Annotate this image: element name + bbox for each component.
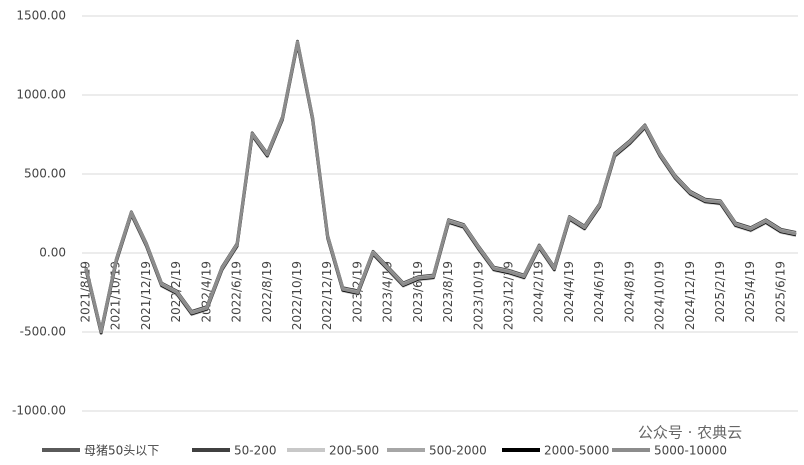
x-tick-label: 2023/12/19 xyxy=(501,261,515,330)
legend: 母猪50头以下 50-200 200-500 500-2000 2000-5000 500… xyxy=(42,444,727,458)
x-tick-label: 2022/12/19 xyxy=(320,261,334,330)
x-tick-label: 2024/2/19 xyxy=(532,261,546,323)
y-tick-label: 1500.00 xyxy=(16,9,66,23)
y-tick-label: 500.00 xyxy=(24,167,66,181)
legend-label: 2000-5000 xyxy=(544,444,609,458)
y-tick-label: 0.00 xyxy=(39,246,66,260)
x-tick-label: 2022/6/19 xyxy=(230,261,244,323)
legend-label: 母猪50头以下 xyxy=(84,444,159,458)
x-tick-label: 2024/10/19 xyxy=(653,261,667,330)
x-tick-label: 2024/8/19 xyxy=(622,261,636,323)
legend-label: 500-2000 xyxy=(429,444,487,458)
x-tick-label: 2023/6/19 xyxy=(411,261,425,323)
y-tick-label: 1000.00 xyxy=(16,88,66,102)
watermark: 公众号 · 农典云 xyxy=(638,424,742,442)
x-tick-label: 2025/4/19 xyxy=(743,261,757,323)
x-tick-label: 2023/8/19 xyxy=(441,261,455,323)
legend-label: 200-500 xyxy=(329,444,379,458)
x-tick-label: 2025/6/19 xyxy=(773,261,787,323)
series-line xyxy=(84,41,797,334)
x-tick-label: 2022/10/19 xyxy=(290,261,304,330)
x-tick-label: 2023/10/19 xyxy=(471,261,485,330)
x-tick-label: 2021/12/19 xyxy=(139,261,153,330)
x-tick-label: 2023/4/19 xyxy=(381,261,395,323)
x-tick-label: 2024/12/19 xyxy=(683,261,697,330)
x-tick-label: 2022/8/19 xyxy=(260,261,274,323)
legend-label: 50-200 xyxy=(234,444,277,458)
y-tick-label: -500.00 xyxy=(20,325,66,339)
x-tick-label: 2024/6/19 xyxy=(592,261,606,323)
legend-label: 5000-10000 xyxy=(654,444,727,458)
x-tick-label: 2025/2/19 xyxy=(713,261,727,323)
x-tick-label: 2024/4/19 xyxy=(562,261,576,323)
y-tick-label: -1000.00 xyxy=(12,404,66,418)
